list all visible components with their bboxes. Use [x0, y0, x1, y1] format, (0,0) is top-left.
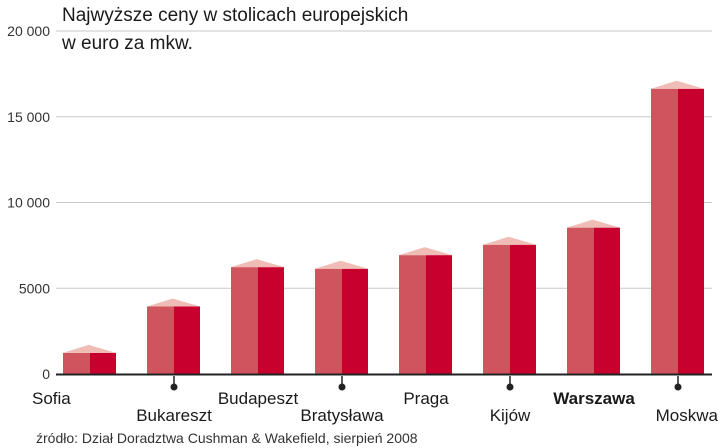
bar-side-face	[258, 267, 284, 374]
bar	[567, 219, 620, 374]
chart-title: Najwyższe ceny w stolicach europejskich	[62, 5, 408, 26]
bar-side-face	[678, 88, 704, 375]
bar-top-face	[651, 80, 704, 89]
label-pointer-dot	[170, 383, 178, 391]
bar-side-face	[594, 227, 620, 374]
y-tick-label: 0	[42, 366, 50, 382]
bar-top-face	[147, 298, 200, 307]
y-tick-label: 10 000	[7, 195, 50, 211]
label-pointer-dot	[506, 383, 514, 391]
y-tick-label: 15 000	[7, 109, 50, 125]
bar-top-face	[399, 247, 452, 256]
label-pointer-dot	[674, 383, 682, 391]
bar	[651, 80, 704, 375]
bar-top-face	[315, 260, 368, 269]
bar	[399, 247, 452, 374]
bar-front-face	[147, 306, 174, 374]
x-category-label: Moskwa	[656, 406, 719, 425]
bar-front-face	[315, 268, 342, 374]
bar	[483, 236, 536, 374]
bar-front-face	[567, 227, 594, 374]
bar	[63, 344, 116, 374]
bar-side-face	[174, 306, 200, 374]
bar-front-face	[63, 352, 90, 374]
bar-front-face	[231, 267, 258, 374]
bar-front-face	[651, 88, 678, 375]
bar-front-face	[399, 255, 426, 374]
x-category-label: Kijów	[490, 406, 531, 425]
y-tick-label: 5000	[19, 280, 50, 296]
x-category-label: Warszawa	[553, 389, 635, 408]
y-axis-ticks: 0 5000 10 000 15 000 20 000	[7, 23, 50, 382]
x-category-label: Praga	[403, 389, 449, 408]
bar-side-face	[426, 255, 452, 374]
label-pointer-dot	[338, 383, 346, 391]
bar-side-face	[90, 352, 116, 374]
x-category-label: Bratysława	[300, 406, 384, 425]
bar-side-face	[510, 244, 536, 374]
bar-top-face	[567, 219, 620, 228]
bar	[315, 260, 368, 374]
chart-subtitle: w euro za mkw.	[61, 33, 193, 54]
bars	[63, 80, 704, 375]
y-tick-label: 20 000	[7, 23, 50, 39]
bar	[147, 298, 200, 374]
x-category-label: Sofia	[32, 389, 71, 408]
x-category-label: Budapeszt	[218, 389, 299, 408]
source-note: źródło: Dział Doradztwa Cushman & Wakefi…	[36, 430, 418, 446]
bar-side-face	[342, 268, 368, 374]
x-category-label: Bukareszt	[136, 406, 212, 425]
bar-top-face	[483, 236, 536, 245]
bar-top-face	[63, 344, 116, 353]
bar-top-face	[231, 259, 284, 268]
bar	[231, 259, 284, 374]
bar-front-face	[483, 244, 510, 374]
